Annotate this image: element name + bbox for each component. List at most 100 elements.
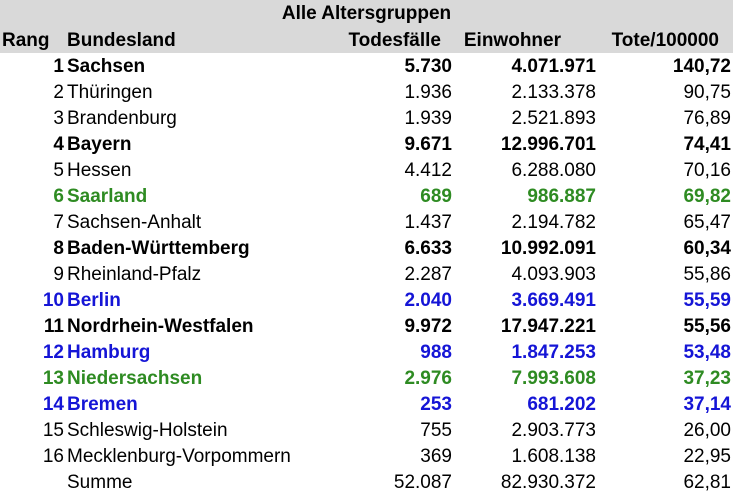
rate-cell: 55,56 <box>683 316 731 337</box>
table-row: 2 Thüringen 1.936 2.133.378 90,75 <box>0 80 736 106</box>
state-cell: Thüringen <box>67 82 153 103</box>
header-bundesland: Bundesland <box>67 30 176 51</box>
rank-cell: 2 <box>53 82 64 103</box>
rate-cell: 55,59 <box>683 290 731 311</box>
rank-cell: 14 <box>42 394 64 415</box>
population-cell: 17.947.221 <box>500 316 596 337</box>
deaths-cell: 369 <box>420 446 452 467</box>
table-row: 1 Sachsen 5.730 4.071.971 140,72 <box>0 54 736 80</box>
population-cell: 7.993.608 <box>511 368 596 389</box>
population-cell: 10.992.091 <box>500 238 596 259</box>
state-cell: Rheinland-Pfalz <box>67 264 202 285</box>
rate-cell: 37,23 <box>683 368 731 389</box>
population-cell: 986.887 <box>527 186 596 207</box>
deaths-cell: 2.976 <box>404 368 452 389</box>
state-cell: Summe <box>67 472 133 493</box>
rate-cell: 65,47 <box>683 212 731 233</box>
table-row: 7 Sachsen-Anhalt 1.437 2.194.782 65,47 <box>0 210 736 236</box>
rate-cell: 62,81 <box>683 472 731 493</box>
table-title: Alle Altersgruppen <box>281 3 452 24</box>
rank-cell: 7 <box>53 212 64 233</box>
header-einwohner: Einwohner <box>463 30 561 51</box>
rank-cell: 12 <box>42 342 64 363</box>
state-cell: Mecklenburg-Vorpommern <box>67 446 291 467</box>
rank-cell: 4 <box>53 134 64 155</box>
rate-cell: 37,14 <box>683 394 731 415</box>
rank-cell: 3 <box>53 108 64 129</box>
state-cell: Nordrhein-Westfalen <box>67 316 254 337</box>
population-cell: 3.669.491 <box>511 290 596 311</box>
deaths-cell: 52.087 <box>393 472 452 493</box>
rate-cell: 22,95 <box>683 446 731 467</box>
table-body: 1 Sachsen 5.730 4.071.971 140,72 2 Thüringen 1.… <box>0 54 736 496</box>
deaths-cell: 2.040 <box>404 290 452 311</box>
population-cell: 2.903.773 <box>511 420 596 441</box>
state-cell: Sachsen-Anhalt <box>67 212 202 233</box>
state-cell: Bremen <box>67 394 138 415</box>
state-cell: Hessen <box>67 160 132 181</box>
population-cell: 4.093.903 <box>511 264 596 285</box>
population-cell: 6.288.080 <box>511 160 596 181</box>
rank-cell: 13 <box>42 368 64 389</box>
deaths-cell: 988 <box>420 342 452 363</box>
table-row: 5 Hessen 4.412 6.288.080 70,16 <box>0 158 736 184</box>
population-cell: 12.996.701 <box>500 134 596 155</box>
rank-cell: 15 <box>42 420 64 441</box>
rate-cell: 60,34 <box>683 238 731 259</box>
deaths-cell: 4.412 <box>404 160 452 181</box>
table-row: 13 Niedersachsen 2.976 7.993.608 37,23 <box>0 366 736 392</box>
table-row: 8 Baden-Württemberg 6.633 10.992.091 60,34 <box>0 236 736 262</box>
rank-cell: 1 <box>53 56 64 77</box>
summary-row: Summe 52.087 82.930.372 62,81 <box>0 470 736 496</box>
header-todesfaelle: Todesfälle <box>348 30 441 51</box>
state-cell: Hamburg <box>67 342 151 363</box>
deaths-cell: 1.939 <box>404 108 452 129</box>
state-cell: Sachsen <box>67 56 146 77</box>
deaths-cell: 9.972 <box>404 316 452 337</box>
table-row: 4 Bayern 9.671 12.996.701 74,41 <box>0 132 736 158</box>
population-cell: 681.202 <box>527 394 596 415</box>
state-cell: Baden-Württemberg <box>67 238 250 259</box>
rate-cell: 76,89 <box>683 108 731 129</box>
rank-cell: 8 <box>53 238 64 259</box>
deaths-cell: 755 <box>420 420 452 441</box>
rank-cell: 6 <box>53 186 64 207</box>
rank-cell: 11 <box>43 316 64 337</box>
population-cell: 1.608.138 <box>511 446 596 467</box>
table-row: 14 Bremen 253 681.202 37,14 <box>0 392 736 418</box>
state-cell: Bayern <box>67 134 132 155</box>
deaths-cell: 2.287 <box>404 264 452 285</box>
table-row: 9 Rheinland-Pfalz 2.287 4.093.903 55,86 <box>0 262 736 288</box>
rank-cell: 10 <box>42 290 64 311</box>
state-cell: Schleswig-Holstein <box>67 420 228 441</box>
population-cell: 4.071.971 <box>511 56 596 77</box>
deaths-cell: 1.936 <box>404 82 452 103</box>
deaths-cell: 1.437 <box>404 212 452 233</box>
table-row: 10 Berlin 2.040 3.669.491 55,59 <box>0 288 736 314</box>
header-tote: Tote/100000 <box>611 30 719 51</box>
rate-cell: 55,86 <box>683 264 731 285</box>
state-cell: Saarland <box>67 186 148 207</box>
rate-cell: 69,82 <box>683 186 731 207</box>
table-row: 15 Schleswig-Holstein 755 2.903.773 26,00 <box>0 418 736 444</box>
table-row: 11 Nordrhein-Westfalen 9.972 17.947.221 55,5… <box>0 314 736 340</box>
rank-cell: 5 <box>53 160 64 181</box>
state-cell: Brandenburg <box>67 108 177 129</box>
population-cell: 2.521.893 <box>511 108 596 129</box>
table-row: 6 Saarland 689 986.887 69,82 <box>0 184 736 210</box>
population-cell: 82.930.372 <box>500 472 596 493</box>
population-cell: 2.133.378 <box>511 82 596 103</box>
state-cell: Berlin <box>67 290 121 311</box>
deaths-cell: 689 <box>420 186 452 207</box>
population-cell: 1.847.253 <box>511 342 596 363</box>
header-rang: Rang <box>2 30 50 51</box>
rate-cell: 53,48 <box>683 342 731 363</box>
title-bar: Alle Altersgruppen <box>0 0 733 28</box>
population-cell: 2.194.782 <box>511 212 596 233</box>
deaths-cell: 9.671 <box>404 134 452 155</box>
rank-cell: 9 <box>53 264 64 285</box>
table-row: 3 Brandenburg 1.939 2.521.893 76,89 <box>0 106 736 132</box>
rate-cell: 74,41 <box>683 134 731 155</box>
table-row: 12 Hamburg 988 1.847.253 53,48 <box>0 340 736 366</box>
rate-cell: 26,00 <box>683 420 731 441</box>
